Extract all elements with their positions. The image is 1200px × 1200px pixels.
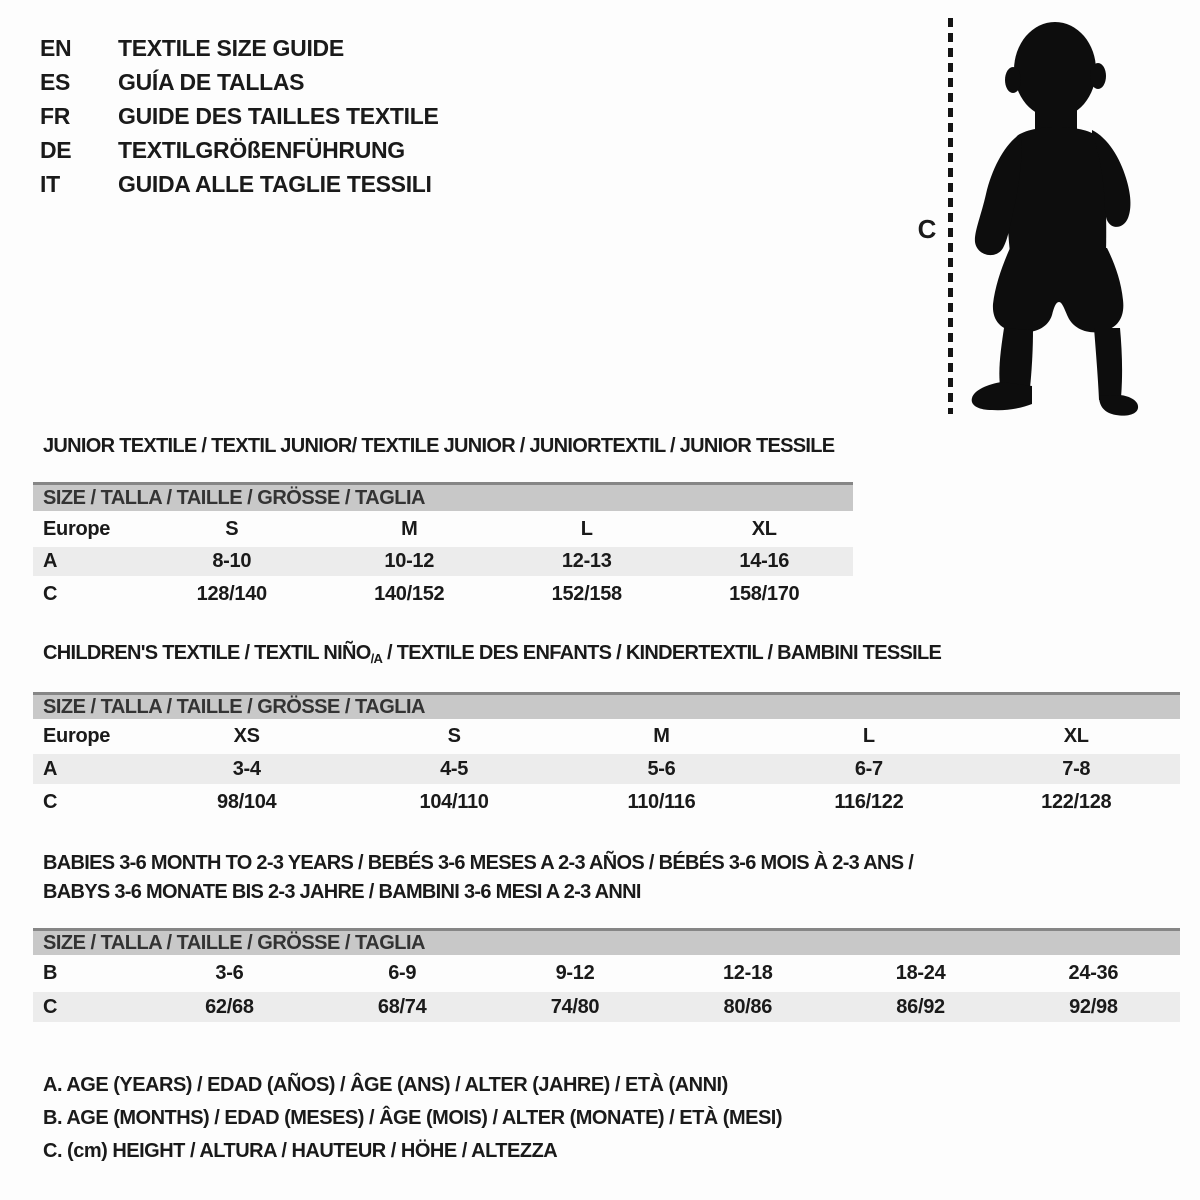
language-row: IT GUIDA ALLE TAGLIE TESSILI	[40, 172, 432, 196]
table-row-europe: Europe XS S M L XL	[33, 719, 1180, 754]
language-code: FR	[40, 103, 71, 129]
height-measure-line	[948, 18, 953, 414]
age-cell: 3-6	[215, 962, 244, 984]
language-code: IT	[40, 171, 60, 197]
language-code: ES	[40, 69, 71, 95]
size-cell: M	[401, 517, 418, 540]
guide-title-fr: GUIDE DES TAILLES TEXTILE	[118, 103, 439, 129]
toddler-silhouette-icon	[971, 22, 1139, 416]
guide-title-de: TEXTILGRÖßENFÜHRUNG	[118, 137, 405, 163]
guide-title-en: TEXTILE SIZE GUIDE	[118, 35, 344, 61]
age-cell: 4-5	[440, 757, 469, 780]
age-cell: 7-8	[1062, 757, 1091, 780]
size-header-label: SIZE / TALLA / TAILLE / GRÖSSE / TAGLIA	[43, 931, 425, 954]
table-row-height: C 62/68 68/74 74/80 80/86 86/92 92/98	[33, 992, 1180, 1022]
age-cell: 24-36	[1068, 962, 1119, 984]
guide-title-es: GUÍA DE TALLAS	[118, 69, 305, 95]
babies-size-table: SIZE / TALLA / TAILLE / GRÖSSE / TAGLIA …	[33, 928, 1180, 1022]
age-cell: 8-10	[212, 550, 252, 572]
table-row-europe: Europe S M L XL	[33, 511, 853, 547]
height-cell: 68/74	[377, 995, 427, 1018]
row-label: C	[43, 995, 58, 1018]
size-cell: XL	[751, 517, 777, 540]
language-row: ES GUÍA DE TALLAS	[40, 70, 304, 94]
size-cell: M	[653, 725, 670, 747]
language-code: EN	[40, 35, 72, 61]
size-cell: L	[862, 725, 875, 747]
row-label: C	[43, 790, 58, 813]
size-header-bar: SIZE / TALLA / TAILLE / GRÖSSE / TAGLIA	[33, 692, 1180, 719]
language-row: DE TEXTILGRÖßENFÜHRUNG	[40, 138, 405, 162]
children-size-table: SIZE / TALLA / TAILLE / GRÖSSE / TAGLIA …	[33, 692, 1180, 820]
row-label: Europe	[43, 725, 111, 747]
height-cell: 140/152	[374, 582, 445, 605]
table-row-age-months: B 3-6 6-9 9-12 12-18 18-24 24-36	[33, 955, 1180, 992]
height-cell: 80/86	[723, 995, 773, 1018]
height-cell: 98/104	[217, 790, 277, 813]
size-cell: L	[580, 517, 593, 540]
age-cell: 6-7	[854, 757, 883, 780]
size-cell: S	[447, 725, 461, 747]
age-cell: 12-18	[722, 962, 773, 984]
junior-size-table: SIZE / TALLA / TAILLE / GRÖSSE / TAGLIA …	[33, 482, 853, 612]
height-cell: 158/170	[729, 582, 800, 605]
height-cell: 62/68	[205, 995, 254, 1018]
table-row-age: A 8-10 10-12 12-13 14-16	[33, 547, 853, 576]
children-title-post: / TEXTILE DES ENFANTS / KINDERTEXTIL / B…	[382, 642, 942, 664]
height-cell: 92/98	[1069, 995, 1118, 1018]
height-cell: 110/116	[627, 790, 696, 813]
size-header-label: SIZE / TALLA / TAILLE / GRÖSSE / TAGLIA	[43, 486, 425, 509]
language-row: EN TEXTILE SIZE GUIDE	[40, 36, 344, 60]
height-cell: 152/158	[551, 582, 623, 605]
size-cell: S	[225, 517, 239, 540]
height-cell: 74/80	[550, 995, 600, 1018]
height-cell: 122/128	[1041, 790, 1112, 813]
children-section-title: CHILDREN'S TEXTILE / TEXTIL NIÑO/A / TEX…	[43, 642, 942, 669]
row-label: Europe	[43, 517, 111, 540]
footnote-age-years: A. AGE (YEARS) / EDAD (AÑOS) / ÂGE (ANS)…	[43, 1074, 728, 1096]
language-row: FR GUIDE DES TAILLES TEXTILE	[40, 104, 439, 128]
table-row-height: C 128/140 140/152 152/158 158/170	[33, 576, 853, 612]
age-cell: 6-9	[388, 962, 417, 984]
age-cell: 14-16	[739, 550, 790, 572]
height-cell: 104/110	[419, 790, 489, 813]
table-row-height: C 98/104 104/110 110/116 116/122 122/128	[33, 784, 1180, 820]
size-header-bar: SIZE / TALLA / TAILLE / GRÖSSE / TAGLIA	[33, 928, 1180, 955]
children-title-pre: CHILDREN'S TEXTILE / TEXTIL NIÑO	[43, 642, 371, 664]
table-row-age: A 3-4 4-5 5-6 6-7 7-8	[33, 754, 1180, 784]
size-header-bar: SIZE / TALLA / TAILLE / GRÖSSE / TAGLIA	[33, 482, 853, 511]
size-cell: XL	[1063, 725, 1089, 747]
language-code: DE	[40, 137, 72, 163]
row-label: C	[43, 582, 58, 605]
height-cell: 128/140	[196, 582, 268, 605]
row-label: A	[43, 757, 58, 780]
footnote-age-months: B. AGE (MONTHS) / EDAD (MESES) / ÂGE (MO…	[43, 1107, 783, 1129]
babies-section-title-line2: BABYS 3-6 MONATE BIS 2-3 JAHRE / BAMBINI…	[43, 881, 641, 903]
babies-section-title-line1: BABIES 3-6 MONTH TO 2-3 YEARS / BEBÉS 3-…	[43, 852, 914, 874]
junior-section-title: JUNIOR TEXTILE / TEXTIL JUNIOR/ TEXTILE …	[43, 435, 835, 457]
footnote-height-cm: C. (cm) HEIGHT / ALTURA / HAUTEUR / HÖHE…	[43, 1140, 558, 1162]
guide-title-it: GUIDA ALLE TAGLIE TESSILI	[118, 171, 432, 197]
row-label: A	[43, 550, 58, 572]
age-cell: 9-12	[555, 962, 595, 984]
size-header-label: SIZE / TALLA / TAILLE / GRÖSSE / TAGLIA	[43, 695, 425, 718]
height-cell: 86/92	[896, 995, 945, 1018]
age-cell: 5-6	[647, 757, 676, 780]
age-cell: 3-4	[232, 757, 261, 780]
age-cell: 10-12	[384, 550, 435, 572]
height-cell: 116/122	[834, 790, 904, 813]
children-title-subscript: /A	[370, 651, 383, 666]
age-cell: 18-24	[895, 962, 946, 984]
height-measure-label: C	[917, 214, 937, 244]
age-cell: 12-13	[561, 550, 612, 572]
size-cell: XS	[233, 725, 260, 747]
row-label: B	[43, 962, 58, 984]
